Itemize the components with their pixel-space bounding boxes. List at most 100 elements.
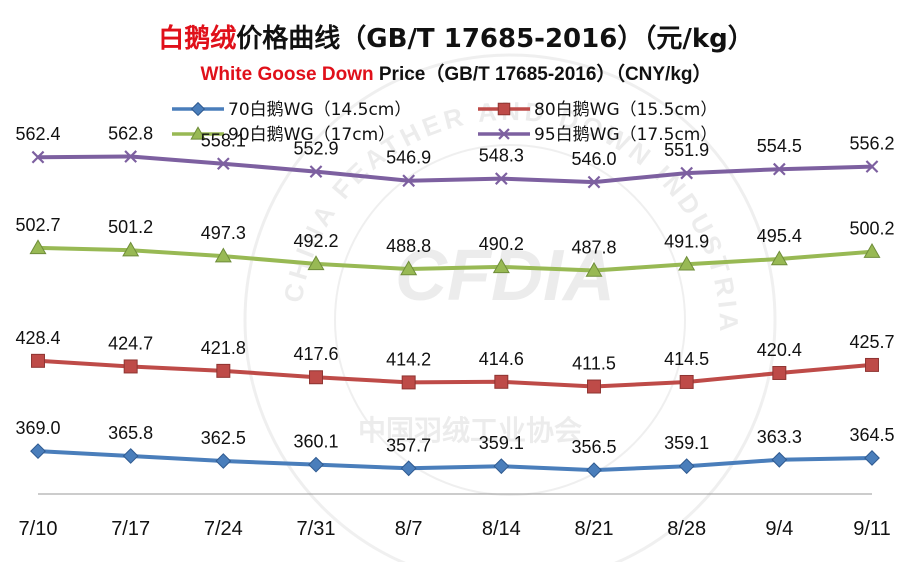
data-label: 359.1 xyxy=(664,433,709,453)
data-point xyxy=(400,460,417,477)
series-line xyxy=(37,449,873,473)
data-point xyxy=(402,174,416,188)
data-label: 357.7 xyxy=(386,435,431,455)
chart-title-en-highlight: White Goose Down xyxy=(200,64,373,85)
data-label: 551.9 xyxy=(664,140,709,160)
data-point xyxy=(124,150,138,163)
data-point xyxy=(772,162,786,176)
data-label: 556.2 xyxy=(849,134,894,154)
x-tick-label: 8/21 xyxy=(575,518,614,540)
data-point xyxy=(771,451,788,468)
data-point xyxy=(309,165,323,178)
data-point xyxy=(864,450,880,466)
series-square: 428.4 424.7 421.8 417.6 414.2 414.6 411.5 414.5… xyxy=(15,328,895,394)
legend-item: 70白鹅WG（14.5cm） xyxy=(172,100,411,120)
data-label: 414.6 xyxy=(479,349,524,369)
data-label: 417.6 xyxy=(293,344,338,364)
data-label: 548.3 xyxy=(479,146,524,166)
data-point xyxy=(492,258,510,274)
data-label: 562.8 xyxy=(108,124,153,144)
data-label: 364.5 xyxy=(849,425,894,445)
x-tick-label: 8/14 xyxy=(482,518,521,540)
x-tick-label: 7/17 xyxy=(111,518,150,540)
data-label: 492.2 xyxy=(293,231,338,251)
data-label: 365.8 xyxy=(108,423,153,443)
data-label: 369.0 xyxy=(15,418,60,438)
data-point xyxy=(678,458,695,475)
data-label: 546.9 xyxy=(386,148,431,168)
x-axis: 7/10 7/17 7/24 7/31 8/7 8/14 8/21 8/28 9/4 9/11 xyxy=(19,493,891,540)
data-point xyxy=(216,157,230,171)
data-label: 414.5 xyxy=(664,349,709,369)
chart-title-cn-rest: 价格曲线（GB/T 17685-2016）（元/kg） xyxy=(236,23,753,54)
data-point xyxy=(123,359,138,374)
data-label: 359.1 xyxy=(479,433,524,453)
legend-label: 70白鹅WG（14.5cm） xyxy=(228,100,411,120)
series-triangle: 502.7 501.2 497.3 492.2 488.8 490.2 487.8 491.9… xyxy=(15,215,895,277)
legend-item: 95白鹅WG（17.5cm） xyxy=(478,125,717,145)
x-tick-label: 8/28 xyxy=(667,518,706,540)
data-label: 562.4 xyxy=(15,124,60,144)
data-label: 552.9 xyxy=(293,139,338,159)
legend-marker xyxy=(497,102,511,116)
series-x: 562.4 562.8 558.1 552.9 546.9 548.3 546.0 551.9… xyxy=(15,124,895,189)
data-point xyxy=(400,260,418,276)
data-point xyxy=(772,366,787,380)
watermark-center-text: CFDIA xyxy=(395,236,615,316)
data-label: 546.0 xyxy=(571,149,616,169)
data-point xyxy=(29,239,47,255)
legend-marker xyxy=(190,101,206,117)
data-label: 428.4 xyxy=(15,328,60,348)
data-point xyxy=(307,255,325,271)
data-label: 363.3 xyxy=(757,427,802,447)
legend-item: 90白鹅WG（17cm） xyxy=(172,125,395,145)
data-point xyxy=(308,456,324,473)
chart-title-cn-highlight: 白鹅绒 xyxy=(158,23,236,54)
legend-label: 95白鹅WG（17.5cm） xyxy=(534,125,717,145)
series-line xyxy=(37,358,873,389)
data-label: 362.5 xyxy=(201,428,246,448)
x-tick-label: 7/31 xyxy=(297,518,336,540)
plot-area: 369.0 365.8 362.5 360.1 357.7 359.1 356.5 359.1… xyxy=(15,124,895,479)
data-point xyxy=(31,353,45,368)
data-label: 424.7 xyxy=(108,333,153,353)
data-label: 495.4 xyxy=(757,226,802,246)
data-label: 502.7 xyxy=(15,215,60,235)
data-label: 356.5 xyxy=(571,437,616,457)
data-point xyxy=(680,166,694,180)
legend-label: 80白鹅WG（15.5cm） xyxy=(534,100,717,120)
watermark-bottom-text: 中国羽绒工业协会 xyxy=(358,414,582,447)
data-point xyxy=(678,255,696,271)
data-label: 497.3 xyxy=(201,223,246,243)
data-label: 491.9 xyxy=(664,231,709,251)
chart-title-cn: 白鹅绒价格曲线（GB/T 17685-2016）（元/kg） xyxy=(158,23,753,54)
x-tick-label: 8/7 xyxy=(395,518,423,540)
data-point xyxy=(587,379,601,394)
data-point xyxy=(309,370,323,385)
legend-marker xyxy=(190,126,206,140)
data-point xyxy=(215,453,232,469)
data-point xyxy=(494,374,509,389)
data-point xyxy=(865,160,879,173)
data-point xyxy=(585,261,603,277)
data-point xyxy=(30,443,46,460)
data-point xyxy=(679,374,694,389)
data-label: 500.2 xyxy=(849,219,894,239)
data-point xyxy=(586,462,602,479)
legend: 70白鹅WG（14.5cm） 80白鹅WG（15.5cm） 90白鹅WG（17cm）… xyxy=(172,100,717,145)
data-point xyxy=(122,448,139,464)
series-line xyxy=(37,154,873,185)
x-tick-label: 9/4 xyxy=(765,518,793,540)
data-point xyxy=(122,241,140,257)
data-label: 411.5 xyxy=(572,354,616,374)
x-tick-label: 9/11 xyxy=(853,518,890,540)
data-point xyxy=(494,172,508,185)
data-label: 421.8 xyxy=(201,338,246,358)
data-label: 501.2 xyxy=(108,217,153,237)
series-diamond: 369.0 365.8 362.5 360.1 357.7 359.1 356.5 359.1… xyxy=(15,418,895,479)
data-label: 360.1 xyxy=(293,432,338,452)
data-label: 414.2 xyxy=(386,349,431,369)
data-point xyxy=(770,250,788,266)
data-label: 490.2 xyxy=(479,234,524,254)
